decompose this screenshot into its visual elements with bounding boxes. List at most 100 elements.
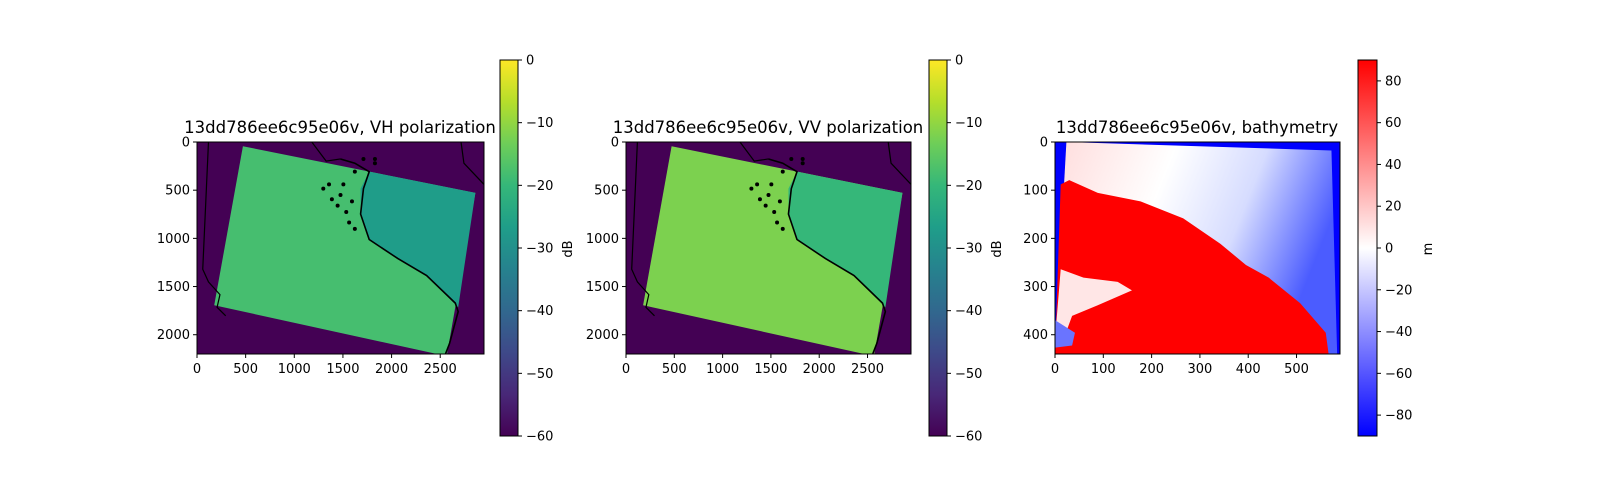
- bathymetry-axes-frame: [1054, 141, 1341, 355]
- coast-fragment: [766, 193, 771, 197]
- vv-colorbar-label: dB: [990, 240, 1005, 257]
- x-tick-label: 300: [1188, 362, 1213, 377]
- bathymetry-colorbar: 80 60 40 20 0 −20 −40 −60 −80: [1357, 59, 1412, 437]
- colorbar-tick-label: 40: [1385, 158, 1402, 173]
- x-tick-label: 1000: [278, 362, 311, 377]
- bathy-channel: [1055, 320, 1075, 348]
- coast-fragment: [335, 203, 340, 208]
- y-tick-label: 1500: [157, 280, 190, 295]
- bathy-shelf: [1055, 269, 1132, 340]
- vv-colorbar: 0 −10 −20 −30 −40 −50 −60: [928, 54, 982, 445]
- colorbar-tick-label: 80: [1385, 74, 1402, 89]
- vv-axes-frame: [625, 141, 912, 355]
- y-tick-label: 100: [1023, 184, 1048, 199]
- coast-fragment: [349, 199, 354, 204]
- coast-fragment: [757, 197, 762, 202]
- bathy-land: [1055, 180, 1329, 354]
- x-tick-label: 2500: [851, 362, 884, 377]
- coast-fragment: [780, 226, 785, 231]
- bathymetry-colorbar-label: m: [1421, 243, 1436, 256]
- y-tick-label: 1500: [586, 280, 619, 295]
- coast-fragment: [775, 220, 780, 225]
- vh-title: 13dd786ee6c95e06v, VH polarization: [184, 118, 496, 137]
- state-border: [460, 142, 484, 185]
- x-tick-label: 400: [1236, 362, 1261, 377]
- vv-image: [626, 142, 911, 354]
- x-tick-label: 500: [662, 362, 687, 377]
- x-tick-label: 2000: [375, 362, 408, 377]
- y-tick-label: 2000: [157, 328, 190, 343]
- x-tick-label: 100: [1091, 362, 1116, 377]
- vv-title: 13dd786ee6c95e06v, VV polarization: [613, 118, 924, 137]
- vh-image: [197, 142, 484, 354]
- colorbar-tick-label: 0: [955, 54, 963, 69]
- x-tick-label: 500: [233, 362, 258, 377]
- colorbar-tick-label: −30: [955, 242, 982, 257]
- colorbar-tick-label: −30: [526, 242, 553, 257]
- colorbar-tick-label: −60: [526, 430, 553, 445]
- y-tick-label: 400: [1023, 328, 1048, 343]
- colorbar-gradient: [499, 59, 519, 437]
- coast-fragment: [338, 193, 343, 197]
- colorbar-tick-label: −10: [955, 116, 982, 131]
- coast-fragment: [327, 182, 332, 187]
- vh-colorbar-label: dB: [561, 240, 576, 257]
- coast-fragment: [347, 220, 352, 225]
- state-border: [626, 142, 655, 317]
- colorbar-tick-label: −60: [1385, 367, 1412, 382]
- coastline: [768, 158, 887, 354]
- bathymetry-title: 13dd786ee6c95e06v, bathymetry: [1056, 118, 1338, 137]
- coast-fragment: [321, 186, 326, 191]
- coast-fragment: [800, 156, 805, 161]
- y-tick-label: 2000: [586, 328, 619, 343]
- y-tick-label: 1000: [586, 232, 619, 247]
- colorbar-tick-label: −40: [526, 304, 553, 319]
- coast-fragment: [763, 203, 768, 208]
- x-tick-label: 0: [1051, 362, 1059, 377]
- colorbar-tick-label: −50: [955, 367, 982, 382]
- vv-panel: 13dd786ee6c95e06v, VV polarization 0 500 1…: [586, 54, 1005, 445]
- x-tick-label: 0: [193, 362, 201, 377]
- coastline: [340, 158, 460, 354]
- sar-water: [360, 171, 476, 308]
- coast-fragment: [372, 161, 377, 166]
- y-tick-label: 500: [165, 184, 190, 199]
- vh-x-ticks: 0 500 1000 1500 2000 2500: [193, 354, 457, 377]
- vh-panel: 13dd786ee6c95e06v, VH polarization 0 500 1…: [157, 54, 576, 445]
- bathymetry-y-ticks: 0 100 200 300 400: [1023, 136, 1055, 343]
- colorbar-tick-label: −10: [526, 116, 553, 131]
- coast-fragment: [780, 169, 785, 174]
- coast-fragment: [769, 182, 774, 187]
- colorbar-tick-label: −20: [955, 179, 982, 194]
- vv-y-ticks: 0 500 1000 1500 2000: [586, 136, 626, 343]
- coast-fragment: [361, 156, 366, 161]
- state-border: [197, 142, 227, 317]
- coast-fragment: [772, 209, 777, 214]
- bathymetry-image: [1055, 142, 1340, 354]
- state-border: [887, 142, 911, 185]
- state-border: [311, 142, 341, 162]
- colorbar-tick-label: 0: [526, 54, 534, 69]
- vh-axes-frame: [196, 141, 485, 355]
- y-tick-label: 200: [1023, 232, 1048, 247]
- colorbar-tick-label: −40: [1385, 325, 1412, 340]
- coast-fragment: [329, 197, 334, 202]
- colorbar-tick-label: 20: [1385, 200, 1402, 215]
- coast-fragment: [755, 182, 760, 187]
- coast-fragment: [789, 156, 794, 161]
- bathymetry-x-ticks: 0 100 200 300 400 500: [1051, 354, 1309, 377]
- y-tick-label: 0: [182, 136, 190, 151]
- y-tick-label: 0: [1040, 136, 1048, 151]
- y-tick-label: 500: [594, 184, 619, 199]
- colorbar-tick-label: 0: [1385, 242, 1393, 257]
- coast-fragment: [341, 182, 346, 187]
- x-tick-label: 1500: [754, 362, 787, 377]
- colorbar-tick-label: −80: [1385, 409, 1412, 424]
- x-tick-label: 2000: [803, 362, 836, 377]
- vh-y-ticks: 0 500 1000 1500 2000: [157, 136, 197, 343]
- coast-fragment: [749, 186, 754, 191]
- coast-fragment: [777, 199, 782, 204]
- x-tick-label: 0: [622, 362, 630, 377]
- coast-fragment: [352, 226, 357, 231]
